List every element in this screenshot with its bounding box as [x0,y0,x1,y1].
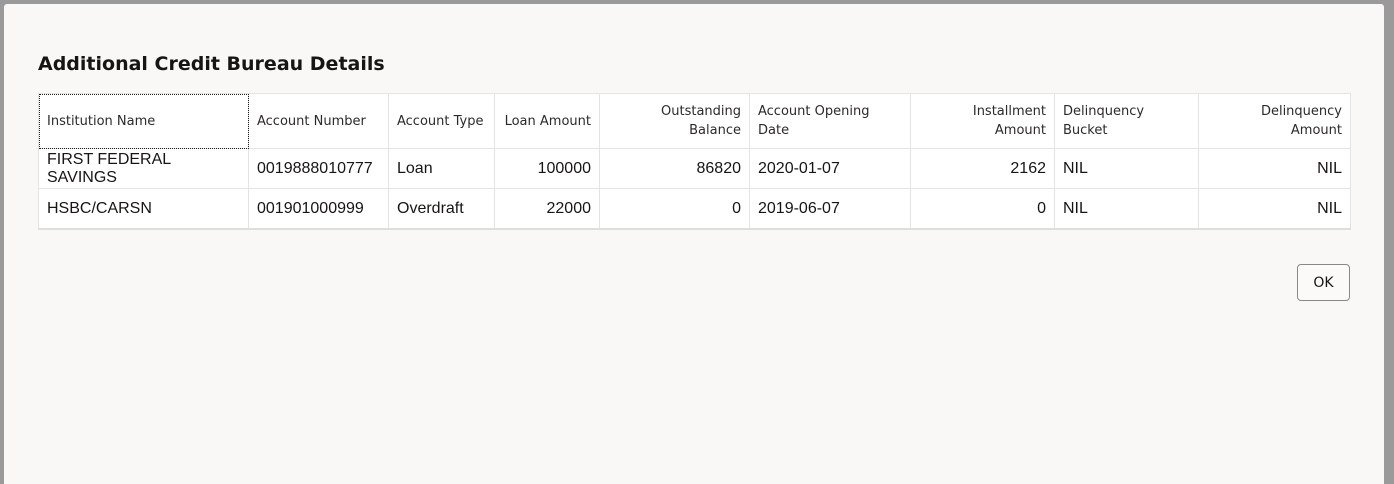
column-header-delinquency-amount[interactable]: Delinquency Amount [1198,93,1351,149]
cell-account-number: 0019888010777 [248,148,389,189]
cell-delinquency-bucket: NIL [1054,188,1199,230]
cell-account-opening-date: 2020-01-07 [749,148,911,189]
column-header-institution-name[interactable]: Institution Name [38,93,249,149]
cell-installment-amount: 2162 [910,148,1055,189]
cell-outstanding-balance: 0 [599,188,750,230]
cell-loan-amount: 100000 [494,148,600,189]
cell-institution-name: HSBC/CARSN [38,188,249,230]
cell-delinquency-amount: NIL [1198,148,1351,189]
cell-account-number: 001901000999 [248,188,389,230]
column-header-delinquency-bucket[interactable]: Delinquency Bucket [1054,93,1199,149]
column-header-account-number[interactable]: Account Number [248,93,389,149]
column-header-loan-amount[interactable]: Loan Amount [494,93,600,149]
column-header-outstanding-balance[interactable]: Outstanding Balance [599,93,750,149]
table-row[interactable]: HSBC/CARSN 001901000999 Overdraft 22000 … [38,188,1351,230]
cell-institution-name: FIRST FEDERAL SAVINGS [38,148,249,189]
table-header-row: Institution Name Account Number Account … [38,93,1351,149]
cell-account-opening-date: 2019-06-07 [749,188,911,230]
cell-delinquency-bucket: NIL [1054,148,1199,189]
column-header-installment-amount[interactable]: Installment Amount [910,93,1055,149]
credit-bureau-table: Institution Name Account Number Account … [38,93,1351,230]
cell-delinquency-amount: NIL [1198,188,1351,230]
column-header-account-type[interactable]: Account Type [388,93,495,149]
cell-installment-amount: 0 [910,188,1055,230]
column-header-account-opening-date[interactable]: Account Opening Date [749,93,911,149]
table-row[interactable]: FIRST FEDERAL SAVINGS 0019888010777 Loan… [38,148,1351,189]
cell-account-type: Loan [388,148,495,189]
cell-account-type: Overdraft [388,188,495,230]
credit-bureau-dialog: Additional Credit Bureau Details Institu… [4,4,1384,484]
cell-outstanding-balance: 86820 [599,148,750,189]
cell-loan-amount: 22000 [494,188,600,230]
dialog-title: Additional Credit Bureau Details [38,53,385,75]
ok-button[interactable]: OK [1297,264,1350,301]
